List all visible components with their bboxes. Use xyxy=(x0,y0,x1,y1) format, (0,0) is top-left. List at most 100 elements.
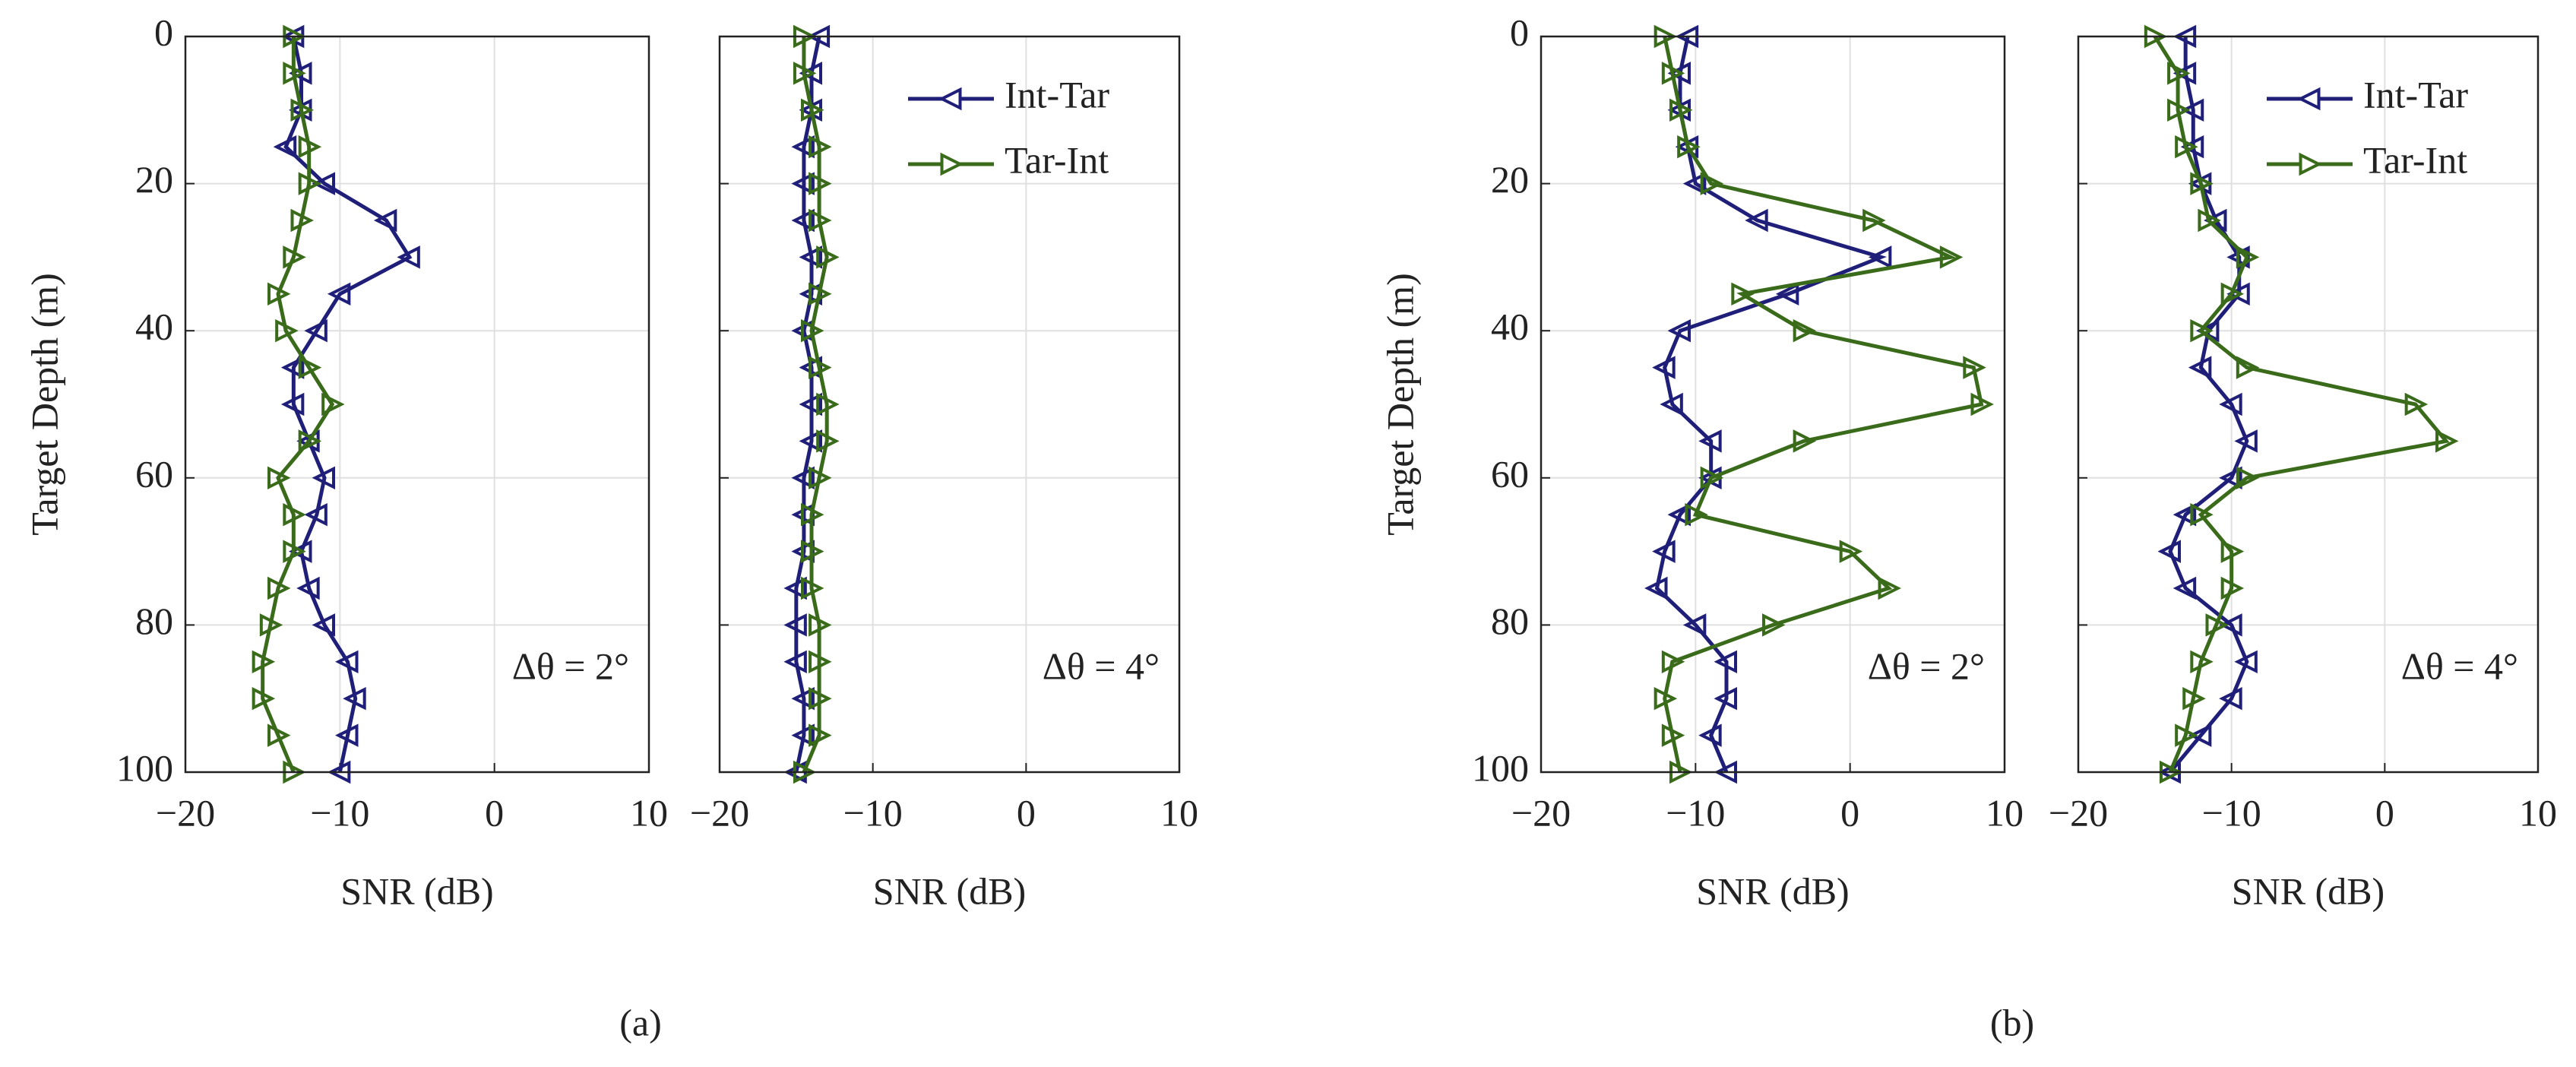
marker xyxy=(1762,613,1786,637)
marker xyxy=(289,540,312,563)
marker xyxy=(2190,318,2214,343)
marker xyxy=(273,135,297,159)
marker xyxy=(2173,62,2197,85)
marker xyxy=(809,613,832,637)
x-axis-label: SNR (dB) xyxy=(1696,869,1849,912)
marker xyxy=(809,282,832,306)
marker xyxy=(2236,245,2260,269)
legend-marker xyxy=(2299,152,2322,176)
series-line xyxy=(261,36,335,773)
marker xyxy=(799,245,822,269)
marker xyxy=(801,98,824,122)
axes-box xyxy=(1540,35,2006,774)
legend-marker xyxy=(2297,87,2321,111)
marker xyxy=(2205,613,2229,637)
marker xyxy=(1775,282,1799,306)
x-tick-label: −20 xyxy=(2049,791,2108,834)
marker xyxy=(267,723,291,747)
marker xyxy=(1700,172,1724,195)
marker xyxy=(809,135,832,159)
series-line xyxy=(794,36,821,773)
marker xyxy=(2219,392,2242,416)
marker xyxy=(2167,98,2191,122)
x-tick-label: −20 xyxy=(1511,791,1571,834)
marker xyxy=(2220,282,2245,306)
marker xyxy=(801,576,824,600)
marker xyxy=(343,686,366,711)
marker xyxy=(335,723,359,747)
x-tick-label: 10 xyxy=(1986,791,2024,834)
y-tick-label: 40 xyxy=(135,306,173,348)
marker xyxy=(816,429,840,453)
x-tick-label: −10 xyxy=(843,791,903,834)
marker xyxy=(259,613,283,637)
marker xyxy=(2226,282,2250,306)
annotation: Δθ = 2° xyxy=(1868,644,1985,687)
marker xyxy=(2182,686,2206,711)
marker xyxy=(1970,392,1994,416)
marker xyxy=(2173,576,2197,600)
y-axis-label: Target Depth (m) xyxy=(23,273,65,535)
marker xyxy=(2236,466,2260,490)
marker xyxy=(1698,723,1722,747)
marker xyxy=(321,392,345,416)
marker xyxy=(2188,723,2212,747)
axes-box xyxy=(184,35,650,774)
y-axis-label: Target Depth (m) xyxy=(1378,273,1421,535)
marker xyxy=(2219,613,2242,637)
marker xyxy=(2175,135,2198,159)
marker xyxy=(290,98,314,122)
marker xyxy=(2167,62,2191,85)
series-line xyxy=(2153,35,2450,773)
marker xyxy=(283,245,306,269)
marker xyxy=(783,650,807,674)
marker xyxy=(791,686,815,711)
marker xyxy=(2175,723,2198,747)
marker xyxy=(290,208,314,233)
x-tick-label: 0 xyxy=(1017,791,1036,834)
marker xyxy=(2198,208,2221,233)
x-axis-label: SNR (dB) xyxy=(340,869,493,912)
x-tick-label: 10 xyxy=(630,791,668,834)
marker xyxy=(283,540,306,563)
marker xyxy=(267,576,291,600)
marker xyxy=(2204,208,2227,233)
marker xyxy=(327,282,351,306)
marker xyxy=(397,245,420,269)
x-tick-label: −20 xyxy=(156,791,215,834)
marker xyxy=(1939,245,1964,269)
marker xyxy=(809,356,832,379)
marker xyxy=(1731,282,1755,306)
marker xyxy=(791,723,815,747)
annotation: Δθ = 4° xyxy=(2401,644,2518,687)
legend-label: Tar-Int xyxy=(1005,138,1109,181)
marker xyxy=(1669,98,1693,122)
marker xyxy=(2435,429,2459,453)
marker xyxy=(1677,135,1701,159)
marker xyxy=(1862,208,1886,233)
marker xyxy=(2180,98,2204,122)
x-tick-label: 0 xyxy=(485,791,504,834)
marker xyxy=(1667,318,1691,343)
series-line xyxy=(283,36,413,773)
marker xyxy=(1682,172,1707,195)
marker xyxy=(1661,650,1685,674)
x-axis-label: SNR (dB) xyxy=(873,869,1026,912)
marker xyxy=(2190,172,2214,195)
legend-marker xyxy=(940,152,964,176)
marker xyxy=(816,392,840,416)
marker xyxy=(809,686,832,711)
marker xyxy=(298,356,322,379)
marker xyxy=(809,172,832,195)
legend-label: Tar-Int xyxy=(2363,138,2467,181)
marker xyxy=(791,466,815,490)
marker xyxy=(1839,540,1863,563)
marker xyxy=(2404,392,2429,416)
legend-marker xyxy=(938,87,962,111)
marker xyxy=(801,540,824,563)
x-tick-label: −10 xyxy=(310,791,369,834)
marker xyxy=(298,135,322,159)
marker xyxy=(2180,135,2204,159)
annotation: Δθ = 2° xyxy=(512,644,629,687)
